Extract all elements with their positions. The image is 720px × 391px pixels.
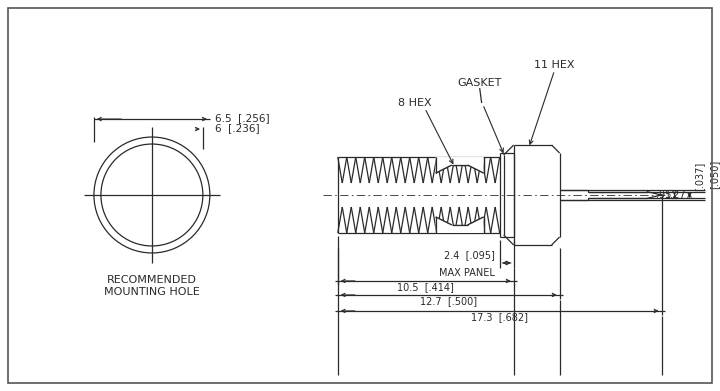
Text: 1.27: 1.27 (665, 190, 687, 200)
Text: 6  [.236]: 6 [.236] (215, 123, 259, 133)
Text: 8 HEX: 8 HEX (398, 98, 431, 108)
Text: .95: .95 (656, 190, 672, 200)
Text: [.050]: [.050] (709, 160, 719, 189)
Text: 11 HEX: 11 HEX (534, 60, 575, 70)
Text: 2.4  [.095]: 2.4 [.095] (444, 250, 495, 260)
Text: 12.7  [.500]: 12.7 [.500] (420, 296, 477, 306)
Text: [.037]: [.037] (695, 161, 704, 190)
Text: 6.5  [.256]: 6.5 [.256] (215, 113, 269, 123)
Text: 10.5  [.414]: 10.5 [.414] (397, 282, 454, 292)
Text: GASKET: GASKET (457, 78, 502, 88)
Polygon shape (436, 217, 484, 233)
Polygon shape (436, 157, 484, 173)
Text: 17.3  [.682]: 17.3 [.682] (471, 312, 528, 322)
Text: MAX PANEL: MAX PANEL (438, 268, 495, 278)
Text: RECOMMENDED
MOUNTING HOLE: RECOMMENDED MOUNTING HOLE (104, 275, 199, 296)
